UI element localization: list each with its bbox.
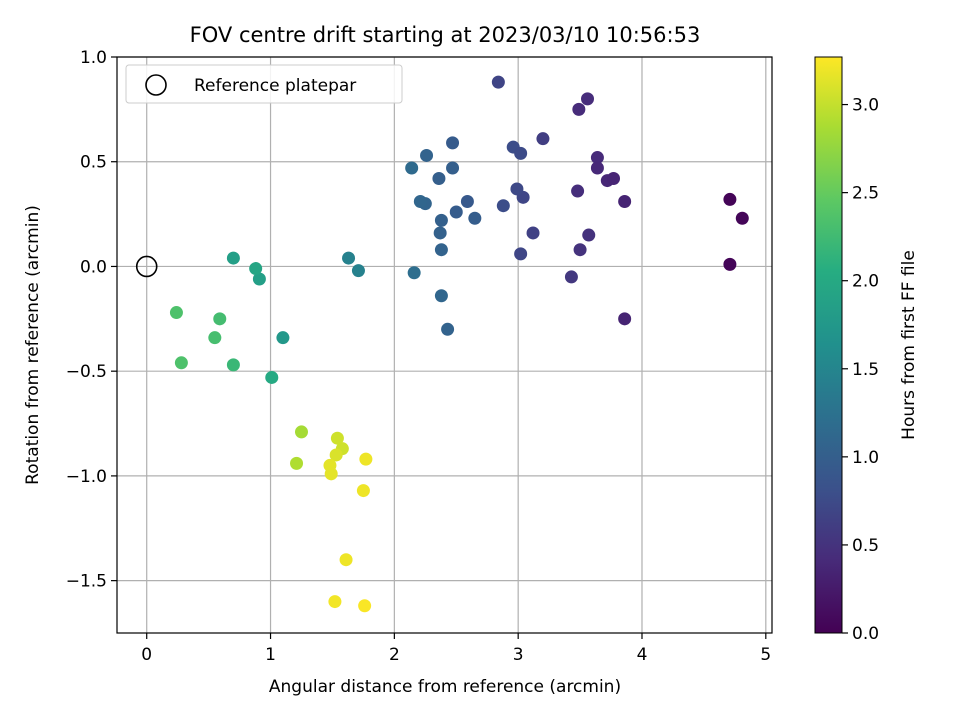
colorbar-tick-label: 3.0	[852, 96, 879, 116]
x-tick-label: 5	[760, 645, 771, 665]
data-point	[226, 358, 240, 372]
data-point	[514, 247, 528, 261]
x-tick-label: 4	[637, 645, 648, 665]
data-point	[329, 448, 343, 462]
y-tick-label: 0.5	[80, 153, 107, 173]
data-point	[449, 205, 463, 219]
y-tick-label: 0.0	[80, 257, 107, 277]
x-tick-label: 2	[389, 645, 400, 665]
data-point	[294, 425, 308, 439]
y-tick-label: 1.0	[80, 48, 107, 68]
data-point	[573, 243, 587, 257]
data-point	[169, 306, 183, 320]
data-point	[491, 75, 505, 89]
data-point	[446, 161, 460, 175]
x-axis-label: Angular distance from reference (arcmin)	[269, 677, 621, 697]
data-point	[413, 195, 427, 209]
data-point	[536, 132, 550, 146]
colorbar-gradient	[814, 56, 843, 634]
legend: Reference platepar	[125, 64, 403, 104]
data-point	[252, 272, 266, 286]
data-point	[342, 251, 356, 265]
data-point	[276, 331, 290, 345]
data-point	[514, 146, 528, 160]
data-point	[265, 370, 279, 384]
data-point	[405, 161, 419, 175]
legend-marker-icon	[145, 74, 167, 96]
y-tick-label: −1.5	[66, 572, 107, 592]
data-point	[330, 431, 344, 445]
data-point	[432, 171, 446, 185]
data-point	[590, 151, 604, 165]
data-point	[446, 136, 460, 150]
data-point	[468, 211, 482, 225]
colorbar-tick-label: 1.0	[852, 448, 879, 468]
data-point	[590, 161, 604, 175]
data-point	[607, 171, 621, 185]
colorbar-ticks: 0.0 0.5 1.0 1.5 2.0 2.5 3.0	[842, 96, 879, 644]
data-point	[618, 312, 632, 326]
x-axis-ticks: 0 1 2 3 4 5	[141, 633, 771, 665]
data-point	[213, 312, 227, 326]
data-point	[441, 322, 455, 336]
colorbar-label: Hours from first FF file	[899, 250, 919, 440]
legend-box	[125, 64, 403, 104]
colorbar-tick-label: 0.0	[852, 624, 879, 644]
data-point	[351, 264, 365, 278]
data-point	[226, 251, 240, 265]
data-point	[564, 270, 578, 284]
data-point	[324, 467, 338, 481]
legend-entry-reference: Reference platepar	[194, 76, 356, 96]
data-point	[420, 148, 434, 162]
data-point	[723, 257, 737, 271]
data-point	[249, 262, 263, 276]
y-axis-ticks: 1.0 0.5 0.0 −0.5 −1.0 −1.5	[66, 48, 117, 592]
data-point	[407, 266, 421, 280]
data-point	[571, 184, 585, 198]
data-point	[434, 243, 448, 257]
data-point	[358, 599, 372, 613]
colorbar-tick-label: 1.5	[852, 360, 879, 380]
data-point	[339, 553, 353, 567]
reference-point-marker	[135, 255, 158, 278]
data-point	[434, 289, 448, 303]
data-point	[174, 356, 188, 370]
chart-title: FOV centre drift starting at 2023/03/10 …	[190, 23, 701, 47]
y-tick-label: −1.0	[66, 467, 107, 487]
y-tick-label: −0.5	[66, 362, 107, 382]
data-point	[433, 226, 447, 240]
colorbar-tick-label: 2.5	[852, 184, 879, 204]
data-point	[572, 102, 586, 116]
x-tick-label: 1	[265, 645, 276, 665]
data-point	[723, 192, 737, 206]
grid	[117, 56, 772, 633]
data-point	[618, 195, 632, 209]
data-point	[359, 452, 373, 466]
colorbar-tick-label: 0.5	[852, 536, 879, 556]
data-point	[735, 211, 749, 225]
x-tick-label: 0	[141, 645, 152, 665]
data-point	[496, 199, 510, 213]
colorbar: 0.0 0.5 1.0 1.5 2.0 2.5 3.0 Hours from first F…	[814, 56, 919, 644]
data-point	[581, 92, 595, 106]
data-points	[135, 75, 749, 613]
data-point	[356, 484, 370, 498]
colorbar-tick-label: 2.0	[852, 272, 879, 292]
y-axis-label: Rotation from reference (arcmin)	[23, 205, 43, 485]
plot-area	[116, 56, 773, 634]
data-point	[434, 213, 448, 227]
x-tick-label: 3	[513, 645, 524, 665]
data-point	[510, 182, 524, 196]
data-point	[526, 226, 540, 240]
data-point	[582, 228, 596, 242]
data-point	[290, 456, 304, 470]
data-point	[328, 595, 342, 609]
data-point	[460, 195, 474, 209]
data-point	[208, 331, 222, 345]
